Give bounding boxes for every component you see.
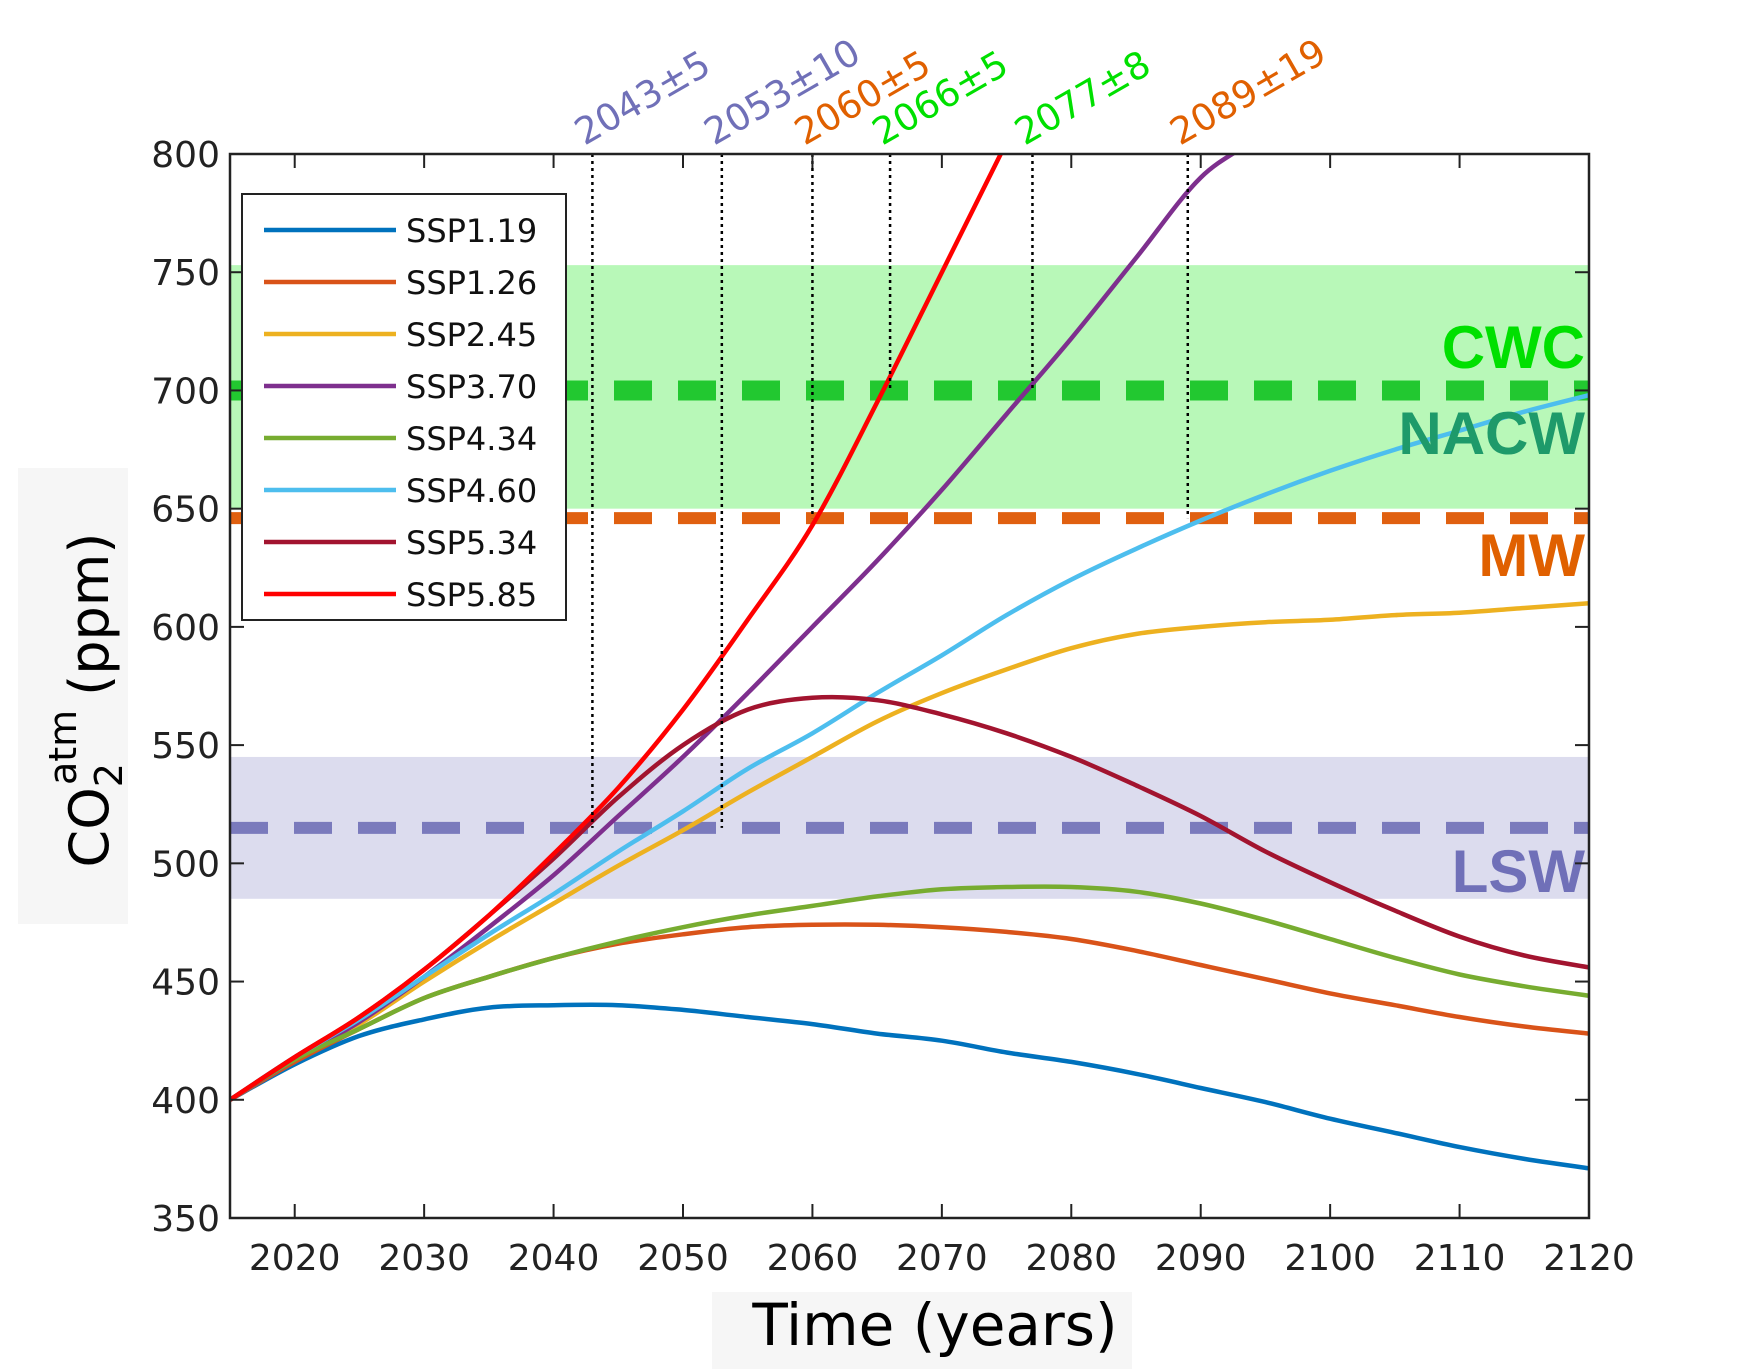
threshold-labels: CWC NACW MW LSW: [1398, 314, 1585, 905]
y-tick-label-700: 700: [151, 371, 220, 412]
x-tick-label-2060: 2060: [767, 1238, 859, 1279]
x-tick-label-2100: 2100: [1284, 1238, 1376, 1279]
ylabel-background: [18, 468, 128, 924]
crossing-label-2043: 2043±5: [567, 42, 717, 154]
legend-box: [241, 193, 567, 621]
zone-label-cwc: CWC: [1442, 314, 1585, 381]
legend-label-ssp4-34: SSP4.34: [406, 420, 537, 458]
crossing-label-2089: 2089±19: [1163, 30, 1334, 153]
x-tick-label-2110: 2110: [1414, 1238, 1506, 1279]
crossing-label-2077: 2077±8: [1007, 42, 1157, 154]
x-tick-label-2120: 2120: [1543, 1238, 1635, 1279]
y-tick-label-600: 600: [151, 608, 220, 649]
y-tick-label-550: 550: [151, 726, 220, 767]
series-line-ssp1-26: [230, 922, 1589, 1103]
legend-label-ssp2-45: SSP2.45: [406, 316, 537, 354]
x-tick-label-2020: 2020: [249, 1238, 341, 1279]
y-tick-label-650: 650: [151, 490, 220, 531]
zone-label-lsw: LSW: [1452, 838, 1586, 905]
legend-label-ssp4-60: SSP4.60: [406, 472, 537, 510]
y-tick-label-450: 450: [151, 963, 220, 1004]
legend-label-ssp1-26: SSP1.26: [406, 264, 537, 302]
zone-label-nacw: NACW: [1398, 400, 1585, 467]
x-axis-label: Time (years): [751, 1291, 1117, 1359]
y-tick-label-800: 800: [151, 135, 220, 176]
x-tick-label-2030: 2030: [378, 1238, 470, 1279]
legend-label-ssp5-85: SSP5.85: [406, 576, 537, 614]
xlabel-background: [712, 1292, 1132, 1369]
axis-ticks: 2020 2030 2040 2050 2060 2070 2080 2090 2100 2110…: [151, 135, 1635, 1279]
y-tick-label-400: 400: [151, 1081, 220, 1122]
plot-frame: [228, 152, 1591, 1220]
series-line-ssp5-85: [230, 154, 1004, 1103]
x-tick-label-2040: 2040: [508, 1238, 600, 1279]
x-tick-label-2070: 2070: [896, 1238, 988, 1279]
series-line-ssp1-19: [230, 1002, 1589, 1171]
series-line-ssp4-34: [230, 884, 1589, 1103]
x-tick-label-2050: 2050: [637, 1238, 729, 1279]
y-axis-label-sub: 2: [87, 763, 131, 787]
zone-label-mw: MW: [1478, 522, 1585, 589]
legend-label-ssp3-70: SSP3.70: [406, 368, 537, 406]
x-tick-label-2080: 2080: [1025, 1238, 1117, 1279]
y-axis-label-unit: (ppm): [58, 533, 121, 696]
y-axis-label-main: CO: [58, 787, 121, 867]
y-axis-label: CO2atm (ppm): [41, 533, 131, 868]
y-axis-label-sup: atm: [41, 710, 85, 785]
y-tick-label-500: 500: [151, 844, 220, 885]
legend: SSP1.19 SSP1.26 SSP2.45 SSP3.70 SSP4.34 SSP4.…: [241, 193, 567, 621]
y-tick-label-750: 750: [151, 253, 220, 294]
series-line-ssp4-60: [230, 392, 1589, 1103]
series-lines: [230, 154, 1589, 1171]
legend-label-ssp1-19: SSP1.19: [406, 212, 537, 250]
legend-label-ssp5-34: SSP5.34: [406, 524, 537, 562]
x-tick-label-2090: 2090: [1155, 1238, 1247, 1279]
y-tick-label-350: 350: [151, 1199, 220, 1240]
